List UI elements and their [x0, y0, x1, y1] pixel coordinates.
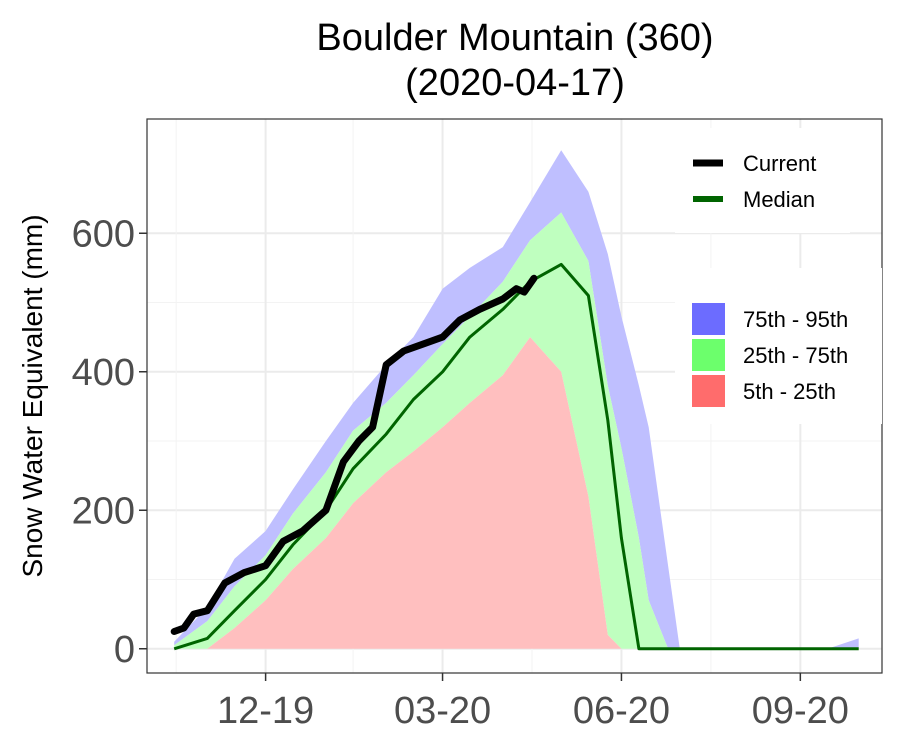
y-tick-label: 600: [72, 213, 135, 255]
y-tick-label: 200: [72, 490, 135, 532]
legend-band2-label: 25th - 75th: [743, 343, 848, 368]
legend-band2-key: [692, 339, 725, 371]
legend-lines: Current Median: [675, 128, 850, 233]
legend-band1-key: [692, 303, 725, 335]
axis-layer: 0 200 400 600 12-19 03-20 06-20 09-20: [72, 213, 849, 732]
y-axis-title: Snow Water Equivalent (mm): [17, 214, 48, 577]
x-tick-label: 09-20: [752, 690, 849, 732]
x-tick-label: 06-20: [573, 690, 670, 732]
band-layer: [174, 150, 859, 649]
band-25-75: [174, 212, 859, 649]
current-line: [170, 274, 538, 635]
legend-bands: 75th - 95th 25th - 75th 5th - 25th: [675, 268, 882, 424]
band-5-25: [174, 337, 859, 649]
legend-lines-bg: [675, 128, 850, 233]
y-tick-label: 0: [114, 629, 135, 671]
legend-median-label: Median: [743, 187, 815, 212]
x-tick-label: 12-19: [217, 690, 314, 732]
x-tick-label: 03-20: [394, 690, 491, 732]
legend-band1-label: 75th - 95th: [743, 307, 848, 332]
y-tick-label: 400: [72, 352, 135, 394]
chart-subtitle: (2020-04-17): [405, 62, 625, 104]
chart-title: Boulder Mountain (360): [316, 17, 713, 59]
legend-current-label: Current: [743, 151, 816, 176]
band-75-95: [174, 150, 859, 649]
legend-band3-label: 5th - 25th: [743, 379, 836, 404]
line-layer: [170, 262, 859, 651]
legend-band3-key: [692, 375, 725, 407]
